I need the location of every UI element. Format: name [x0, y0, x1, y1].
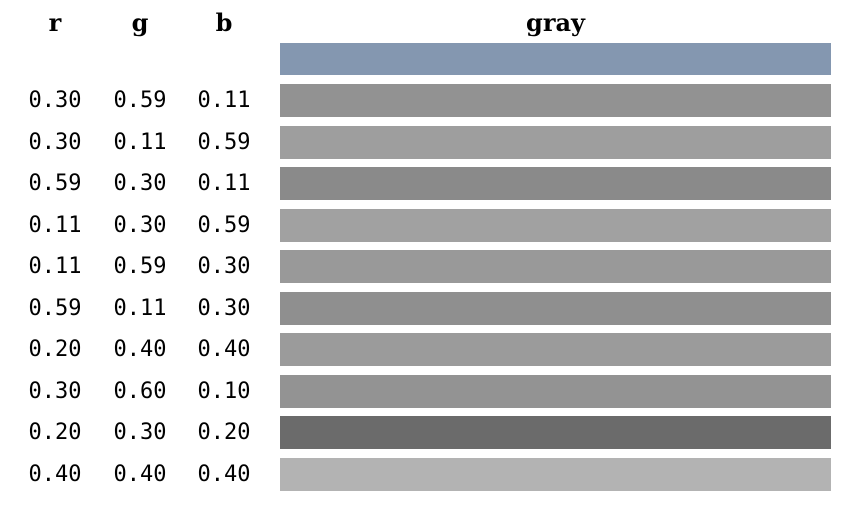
gray-swatch: [280, 167, 831, 200]
weight-g-cell: 0.59: [113, 88, 167, 113]
gray-swatch: [280, 250, 831, 283]
weight-g-cell: 0.40: [113, 462, 167, 487]
weight-g-cell: 0.30: [113, 213, 167, 238]
weight-b-cell: 0.30: [197, 296, 251, 321]
gray-swatch: [280, 292, 831, 325]
weight-b-cell: 0.40: [197, 462, 251, 487]
weight-r-cell: 0.20: [28, 337, 82, 362]
weight-b-cell: 0.30: [197, 254, 251, 279]
weight-r-cell: 0.11: [28, 213, 82, 238]
reference-color-swatch: [280, 43, 831, 75]
weight-g-cell: 0.11: [113, 296, 167, 321]
weight-r-cell: 0.30: [28, 379, 82, 404]
table-row: 0.30 0.60 0.10: [0, 375, 863, 408]
table-row: 0.59 0.30 0.11: [0, 167, 863, 200]
weight-r-cell: 0.11: [28, 254, 82, 279]
gray-swatch: [280, 375, 831, 408]
column-header-g: g: [131, 8, 149, 37]
weight-g-cell: 0.60: [113, 379, 167, 404]
table-row: 0.20 0.30 0.20: [0, 416, 863, 449]
weight-b-cell: 0.11: [197, 171, 251, 196]
gray-swatch: [280, 333, 831, 366]
weight-r-cell: 0.40: [28, 462, 82, 487]
weight-g-cell: 0.30: [113, 420, 167, 445]
weight-g-cell: 0.40: [113, 337, 167, 362]
table-row: 0.11 0.30 0.59: [0, 209, 863, 242]
weight-b-cell: 0.20: [197, 420, 251, 445]
table-row: 0.30 0.59 0.11: [0, 84, 863, 117]
weight-r-cell: 0.59: [28, 171, 82, 196]
weight-b-cell: 0.10: [197, 379, 251, 404]
gray-swatch: [280, 126, 831, 159]
table-row: 0.20 0.40 0.40: [0, 333, 863, 366]
gray-swatch: [280, 416, 831, 449]
weight-b-cell: 0.40: [197, 337, 251, 362]
table-row: 0.30 0.11 0.59: [0, 126, 863, 159]
weight-r-cell: 0.30: [28, 130, 82, 155]
weight-g-cell: 0.30: [113, 171, 167, 196]
gray-swatch: [280, 84, 831, 117]
gray-swatch: [280, 458, 831, 491]
weight-r-cell: 0.30: [28, 88, 82, 113]
gray-swatch: [280, 209, 831, 242]
column-header-gray: gray: [526, 8, 585, 37]
weight-b-cell: 0.59: [197, 130, 251, 155]
column-header-r: r: [48, 8, 62, 37]
weight-b-cell: 0.11: [197, 88, 251, 113]
weight-g-cell: 0.59: [113, 254, 167, 279]
table-row: 0.40 0.40 0.40: [0, 458, 863, 491]
table-row: 0.11 0.59 0.30: [0, 250, 863, 283]
table-row: 0.59 0.11 0.30: [0, 292, 863, 325]
weight-b-cell: 0.59: [197, 213, 251, 238]
column-header-b: b: [215, 8, 233, 37]
weight-r-cell: 0.20: [28, 420, 82, 445]
weight-r-cell: 0.59: [28, 296, 82, 321]
weight-g-cell: 0.11: [113, 130, 167, 155]
